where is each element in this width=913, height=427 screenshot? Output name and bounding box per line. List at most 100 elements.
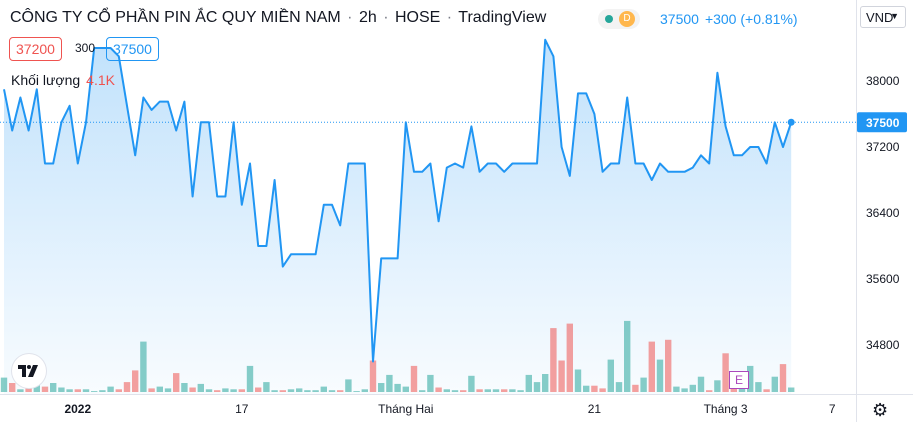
volume-bar	[173, 373, 180, 392]
last-price-label-bg	[857, 112, 907, 133]
volume-bar	[304, 390, 311, 392]
price-tick-label: 35600	[866, 272, 900, 286]
volume-bar	[673, 386, 680, 392]
time-tick-label: 21	[588, 402, 602, 416]
volume-bar	[656, 359, 664, 392]
gear-icon[interactable]: ⚙	[872, 400, 889, 420]
time-tick-label: Tháng 3	[704, 402, 748, 416]
volume-bar	[542, 374, 549, 392]
volume-bar	[17, 389, 24, 392]
volume-bar	[222, 388, 229, 392]
volume-bar	[427, 374, 434, 392]
volume-bar	[755, 382, 762, 392]
volume-bar	[107, 386, 114, 392]
tradingview-logo[interactable]	[12, 354, 46, 388]
volume-bar	[468, 375, 475, 392]
delayed-data-icon: D	[619, 11, 635, 27]
volume-bar	[747, 365, 754, 392]
interval-label[interactable]: 2h	[358, 9, 377, 26]
volume-bar	[402, 386, 409, 392]
volume-bar	[337, 390, 344, 392]
volume-legend[interactable]: Khối lượng 4.1K	[11, 72, 115, 88]
volume-bar	[345, 379, 352, 392]
volume-bar	[583, 385, 590, 392]
volume-bar	[205, 389, 213, 392]
volume-value: 4.1K	[86, 72, 115, 88]
volume-bar	[640, 377, 647, 392]
volume-bar	[132, 370, 139, 392]
volume-bar	[484, 389, 491, 392]
volume-bar	[714, 380, 721, 392]
currency-select[interactable]: VND ▼	[860, 6, 906, 28]
volume-bar	[214, 390, 221, 392]
volume-bar	[66, 389, 73, 392]
volume-bar	[509, 389, 516, 392]
volume-bar	[533, 382, 541, 392]
volume-bar	[763, 389, 770, 392]
earnings-marker[interactable]: E	[729, 371, 749, 389]
last-price-label: 37500	[866, 116, 900, 130]
volume-bar	[0, 377, 8, 392]
time-tick-label: 2022	[64, 402, 91, 416]
volume-bar	[558, 360, 565, 392]
volume-bar	[189, 387, 196, 392]
volume-bar	[492, 389, 500, 392]
volume-bar	[58, 387, 65, 392]
chevron-down-icon: ▼	[890, 11, 899, 21]
volume-bar	[550, 328, 557, 392]
volume-bar	[665, 339, 672, 392]
volume-bar	[271, 390, 278, 392]
volume-bar	[722, 353, 729, 392]
volume-bar	[386, 374, 393, 392]
volume-bar	[517, 390, 524, 392]
volume-bar	[460, 390, 467, 392]
volume-bar	[697, 376, 705, 392]
volume-bar	[91, 391, 98, 392]
volume-bar	[156, 386, 163, 392]
volume-bar	[525, 374, 532, 392]
volume-bar	[50, 383, 57, 392]
volume-bar	[353, 391, 360, 392]
volume-bar	[197, 383, 204, 392]
price-tick-label: 34800	[866, 338, 900, 352]
volume-bar	[164, 388, 172, 392]
volume-bar	[607, 359, 614, 392]
time-tick-label: 17	[235, 402, 249, 416]
volume-bar	[501, 389, 508, 392]
volume-bar	[410, 365, 418, 392]
last-price-dot	[787, 118, 795, 126]
volume-bar	[123, 382, 131, 392]
volume-bar	[730, 387, 737, 392]
volume-bar	[263, 382, 270, 392]
company-name: CÔNG TY CỔ PHẦN PIN ẮC QUY MIỀN NAM	[10, 9, 341, 26]
time-tick-label: 7	[829, 402, 836, 416]
ask-price-button[interactable]: 37500	[106, 37, 159, 61]
currency-value: VND	[866, 10, 894, 25]
volume-bar	[788, 387, 795, 392]
volume-bar	[246, 365, 254, 392]
exchange-label: HOSE	[394, 9, 441, 26]
volume-bar	[632, 384, 639, 392]
volume-bar	[33, 382, 40, 392]
bid-price-button[interactable]: 37200	[9, 37, 62, 61]
price-line	[3, 38, 793, 363]
price-change: +300 (+0.81%)	[704, 11, 798, 27]
volume-bar	[82, 389, 90, 392]
volume-bar	[689, 384, 696, 392]
volume-bar	[99, 390, 106, 392]
price-tick-label: 38000	[866, 74, 900, 88]
volume-bar	[279, 390, 286, 392]
volume-bar	[624, 320, 631, 392]
volume-bar	[648, 341, 655, 392]
volume-bar	[238, 389, 245, 392]
volume-bar	[435, 387, 442, 392]
last-price-readout: 37500 +300 (+0.81%)	[660, 11, 804, 27]
market-status-badge[interactable]: D	[598, 9, 640, 29]
volume-bar	[312, 390, 319, 392]
volume-bar	[771, 376, 778, 392]
volume-bar	[328, 390, 336, 392]
volume-bar	[287, 389, 295, 392]
volume-bar	[9, 383, 16, 392]
